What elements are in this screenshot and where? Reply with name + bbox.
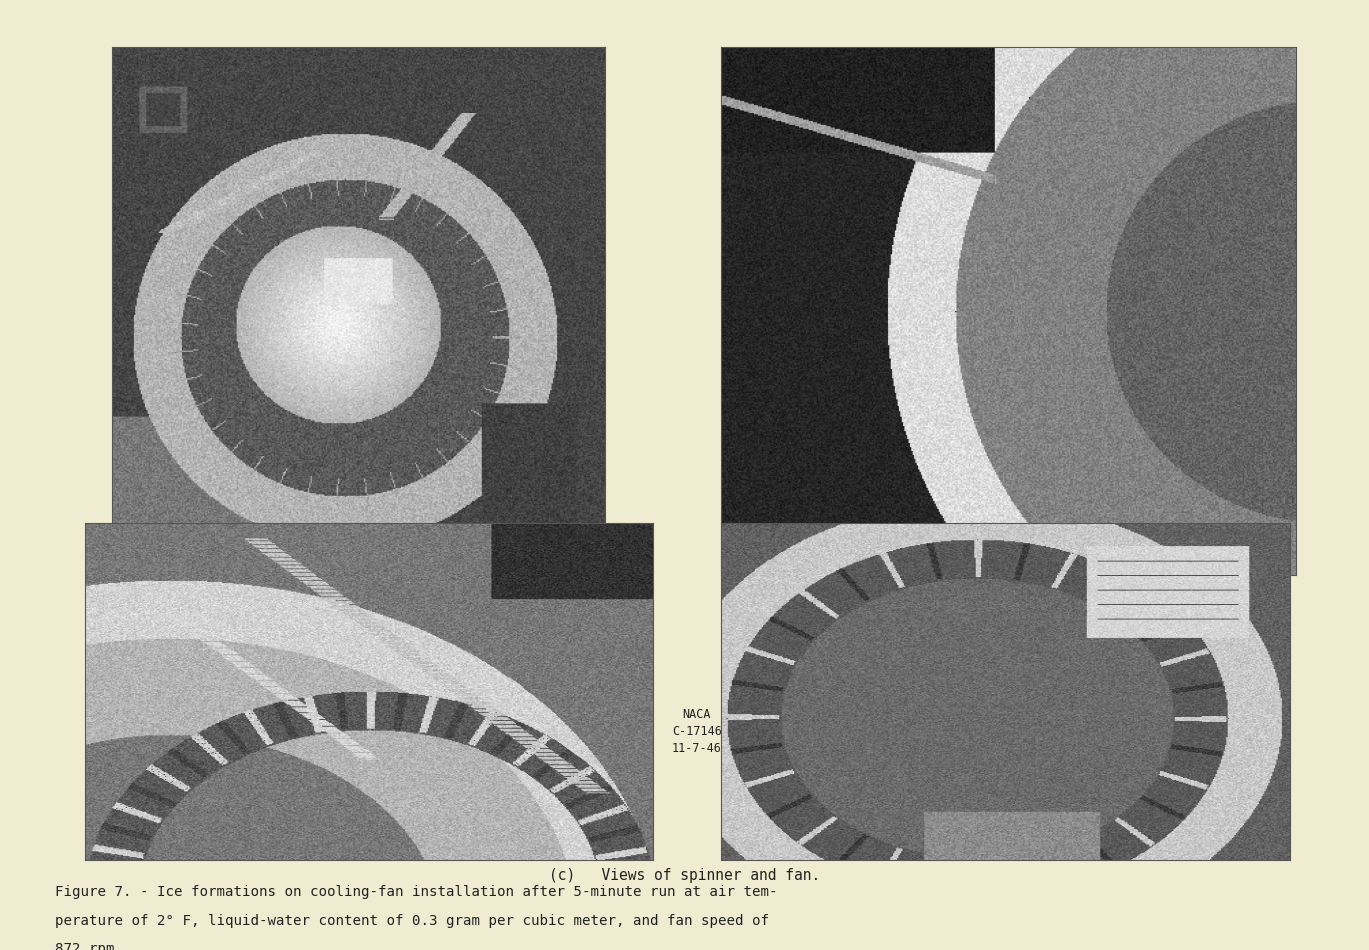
Text: NACA
C-17146
11-7-46: NACA C-17146 11-7-46: [672, 708, 721, 755]
Text: (a)   General view of icing.: (a) General view of icing.: [237, 581, 481, 597]
Text: perature of 2° F, liquid-water content of 0.3 gram per cubic meter, and fan spee: perature of 2° F, liquid-water content o…: [55, 914, 769, 928]
Text: (b)   Close-up of fan blades.: (b) Close-up of fan blades.: [882, 581, 1136, 597]
Text: Figure 7. - Ice formations on cooling-fan installation after 5-minute run at air: Figure 7. - Ice formations on cooling-fa…: [55, 885, 778, 900]
Text: 872 rpm.: 872 rpm.: [55, 942, 123, 950]
Text: (c)   Views of spinner and fan.: (c) Views of spinner and fan.: [549, 868, 820, 884]
